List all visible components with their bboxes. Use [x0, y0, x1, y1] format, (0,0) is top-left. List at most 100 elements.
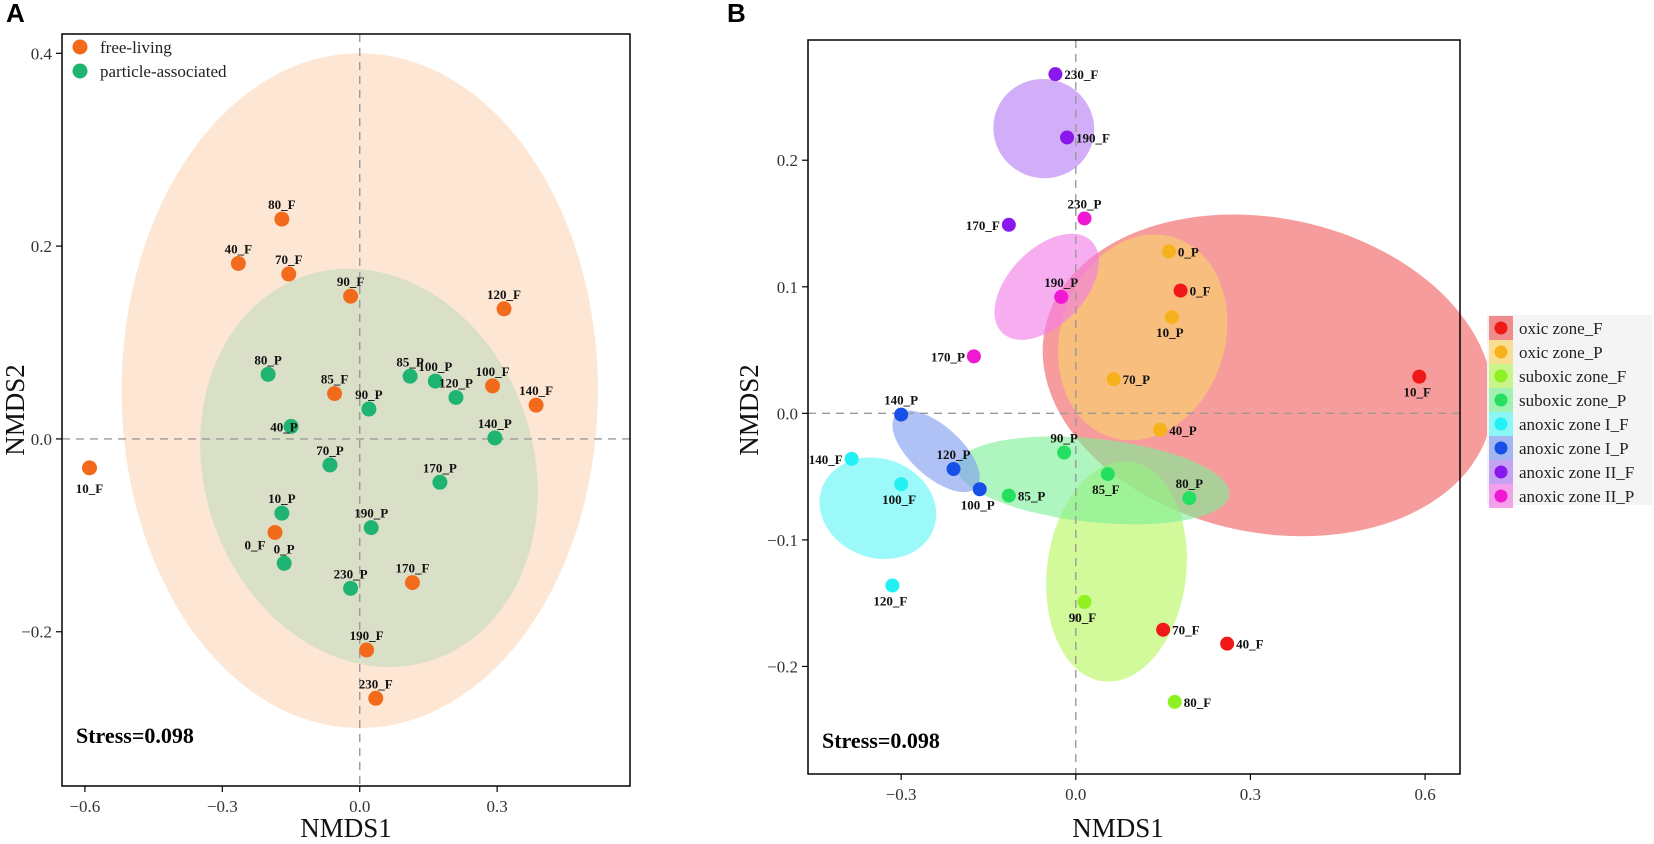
- data-point: [432, 474, 448, 490]
- point-label: 230_F: [1064, 67, 1098, 82]
- panel-b-zero-lines: [808, 40, 1460, 774]
- point-label: 170_F: [966, 218, 1000, 233]
- point-label: 80_P: [254, 352, 282, 367]
- data-point: [1412, 369, 1427, 384]
- panel-b-points: [844, 67, 1427, 709]
- legend-label: particle-associated: [100, 62, 227, 81]
- data-point: [260, 366, 276, 382]
- legend-label: free-living: [100, 38, 172, 57]
- legend-label: anoxic zone I_P: [1519, 439, 1629, 458]
- point-label: 90_F: [1069, 610, 1097, 625]
- point-label: 230_P: [1068, 196, 1102, 211]
- point-label: 100_P: [418, 359, 452, 374]
- data-point: [267, 524, 283, 540]
- panel-a-points: [81, 211, 544, 706]
- data-point: [946, 462, 961, 477]
- point-label: 120_P: [439, 375, 473, 390]
- point-label: 10_F: [76, 481, 104, 496]
- panel-a-x-ticks: −0.6 −0.3 0.0 0.3: [69, 786, 508, 816]
- data-point: [230, 255, 246, 271]
- data-point: [496, 301, 512, 317]
- data-point: [1054, 289, 1069, 304]
- panel-a-stress-label: Stress=0.098: [76, 723, 194, 748]
- data-point: [448, 389, 464, 405]
- point-label: 85_P: [1018, 489, 1046, 504]
- point-label: 140_F: [809, 452, 843, 467]
- panel-a-y-axis-title: NMDS2: [0, 364, 30, 456]
- data-point: [1077, 211, 1092, 226]
- data-point: [274, 505, 290, 521]
- panel-a-point-labels: 80_F 40_F 70_F 90_F 120_F 85_F 100_F 140_F 10_F 0…: [76, 197, 553, 691]
- point-label: 170_F: [395, 561, 429, 576]
- data-point: [1161, 244, 1176, 259]
- data-point: [327, 386, 343, 402]
- point-label: 120_P: [937, 447, 971, 462]
- data-point: [1173, 283, 1188, 298]
- legend-label: anoxic zone I_F: [1519, 415, 1629, 434]
- panel-a-y-ticks: −0.2 0.0 0.2 0.4: [21, 44, 62, 642]
- point-label: 0_P: [1178, 244, 1199, 259]
- data-point: [1164, 310, 1179, 325]
- panel-a: A 80_F 40_F 70_F 90_F 120_F 85_F 100_F 140_F 10_…: [0, 0, 631, 843]
- point-label: 170_P: [423, 460, 457, 475]
- panel-b-ellipses: [819, 78, 1494, 682]
- data-point: [81, 460, 97, 476]
- point-label: 70_F: [1172, 623, 1200, 638]
- data-point: [485, 378, 501, 394]
- panel-a-zero-lines: [62, 34, 630, 786]
- x-tick-label: −0.3: [886, 785, 917, 804]
- y-tick-label: 0.1: [777, 278, 798, 297]
- confidence-ellipse-7: [994, 233, 1099, 340]
- data-point: [1167, 694, 1182, 709]
- point-label: 40_F: [225, 241, 253, 256]
- point-label: 90_P: [355, 387, 383, 402]
- point-label: 70_F: [275, 252, 303, 267]
- legend-label: anoxic zone II_F: [1519, 463, 1634, 482]
- panel-a-x-axis-title: NMDS1: [300, 813, 392, 843]
- y-tick-label: −0.1: [767, 531, 798, 550]
- legend-swatch: [1494, 369, 1508, 383]
- point-label: 140_P: [884, 393, 918, 408]
- x-tick-label: −0.6: [69, 797, 100, 816]
- point-label: 140_F: [519, 383, 553, 398]
- point-label: 100_P: [961, 497, 995, 512]
- point-label: 40_P: [1169, 423, 1197, 438]
- point-label: 10_F: [1404, 385, 1432, 400]
- data-point: [368, 690, 384, 706]
- panel-b-stress-label: Stress=0.098: [822, 728, 940, 753]
- panel-b-y-axis-title: NMDS2: [734, 364, 764, 456]
- legend-swatch: [72, 39, 88, 55]
- x-tick-label: 0.3: [1240, 785, 1261, 804]
- point-label: 90_P: [1050, 431, 1078, 446]
- data-point: [363, 520, 379, 536]
- x-tick-label: 0.0: [349, 797, 370, 816]
- legend-background: [1487, 315, 1652, 505]
- confidence-ellipse-6: [993, 78, 1095, 179]
- x-tick-label: 0.0: [1065, 785, 1086, 804]
- data-point: [1182, 491, 1197, 506]
- confidence-ellipse-3: [957, 436, 1230, 525]
- data-point: [1060, 130, 1075, 145]
- data-point: [885, 578, 900, 593]
- data-point: [281, 266, 297, 282]
- data-point: [274, 211, 290, 227]
- point-label: 85_F: [1092, 482, 1120, 497]
- legend-swatch: [1494, 393, 1508, 407]
- panel-a-legend: free-living particle-associated: [72, 38, 227, 81]
- data-point: [1001, 488, 1016, 503]
- panel-b-point-labels: 0_F 10_F 70_F 40_F 0_P 10_P 70_P 40_P 90_F 80_F 90…: [809, 67, 1431, 710]
- legend-label: oxic zone_P: [1519, 343, 1603, 362]
- panel-b-x-ticks: −0.3 0.0 0.3 0.6: [886, 774, 1436, 804]
- panel-b: B 0_F 10_F 70_F 40_F 0_P 10_P 70_P 40_P 90_F 80_F…: [727, 0, 1652, 843]
- data-point: [894, 407, 909, 422]
- data-point: [404, 575, 420, 591]
- panel-b-plot-border: [807, 39, 1461, 775]
- data-point: [1153, 422, 1168, 437]
- data-point: [343, 580, 359, 596]
- point-label: 40_P: [270, 419, 298, 434]
- data-point: [1077, 594, 1092, 609]
- point-label: 90_F: [337, 274, 365, 289]
- data-point: [1100, 467, 1115, 482]
- data-point: [361, 401, 377, 417]
